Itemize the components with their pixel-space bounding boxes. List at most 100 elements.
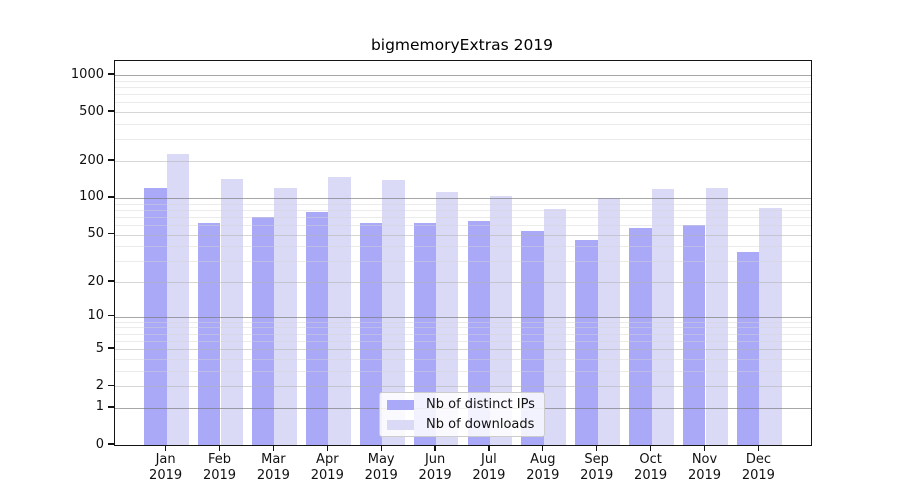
- gridline: [115, 327, 811, 329]
- x-tick-mark: [326, 445, 328, 451]
- gridline: [115, 333, 811, 335]
- bar-nov-distinct-ips: [683, 224, 706, 445]
- y-tick-mark: [108, 314, 114, 317]
- x-tick-mark: [649, 445, 652, 451]
- x-axis-label-apr: Apr 2019: [310, 452, 344, 483]
- bar-may-distinct-ips: [359, 223, 383, 445]
- bar-sep-distinct-ips: [575, 240, 598, 445]
- legend-label-downloads: Nb of downloads: [426, 417, 535, 432]
- bar-feb-downloads: [220, 178, 243, 445]
- y-axis-label-2: 2: [95, 377, 104, 393]
- y-tick-mark: [108, 406, 114, 408]
- y-axis-label-1: 1: [95, 399, 104, 415]
- x-tick-mark: [757, 445, 760, 451]
- x-tick-mark: [164, 445, 167, 451]
- gridline: [115, 124, 811, 125]
- y-tick-mark: [108, 159, 114, 161]
- x-tick-mark: [703, 445, 706, 451]
- bar-jul-distinct-ips: [467, 220, 490, 445]
- gridline: [115, 102, 811, 104]
- bar-oct-distinct-ips: [629, 227, 652, 445]
- bar-may-downloads: [382, 179, 405, 445]
- bar-dec-downloads: [759, 208, 782, 445]
- x-axis-label-jan: Jan 2019: [149, 452, 183, 483]
- bar-jan-downloads: [166, 153, 189, 445]
- gridline: [115, 216, 811, 218]
- y-tick-mark: [108, 196, 114, 198]
- y-tick-mark: [108, 73, 114, 75]
- gridline: [115, 139, 811, 141]
- gridline: [115, 209, 811, 211]
- bar-jun-downloads: [436, 191, 459, 445]
- y-axis-label-500: 500: [79, 103, 104, 119]
- gridline: [115, 161, 811, 162]
- x-tick-mark: [488, 445, 490, 451]
- y-axis-label-20: 20: [87, 273, 104, 289]
- y-axis-label-100: 100: [79, 189, 104, 205]
- gridline: [115, 80, 811, 82]
- y-axis-label-1000: 1000: [70, 66, 104, 82]
- y-tick-mark: [108, 347, 114, 349]
- bar-nov-downloads: [705, 187, 728, 445]
- x-axis-label-oct: Oct 2019: [634, 452, 668, 483]
- x-axis-label-aug: Aug 2019: [526, 452, 560, 483]
- x-tick-mark: [218, 445, 221, 451]
- bar-aug-downloads: [543, 209, 567, 445]
- gridline: [115, 203, 811, 205]
- gridline: [115, 282, 811, 283]
- gridline: [115, 112, 811, 114]
- x-axis-label-jun: Jun 2019: [418, 452, 452, 483]
- gridline: [115, 197, 811, 199]
- chart-title: bigmemoryExtras 2019: [370, 36, 554, 54]
- x-axis-label-mar: Mar 2019: [256, 452, 290, 483]
- y-tick-mark: [108, 110, 114, 112]
- x-axis-label-jul: Jul 2019: [472, 452, 506, 483]
- gridline: [115, 94, 811, 96]
- bar-apr-downloads: [328, 177, 351, 445]
- gridline: [115, 246, 811, 248]
- bar-mar-distinct-ips: [252, 216, 275, 445]
- gridline: [115, 316, 811, 318]
- x-axis-label-nov: Nov 2019: [687, 452, 722, 483]
- gridline: [115, 234, 811, 236]
- gridline: [115, 224, 811, 226]
- y-axis-label-200: 200: [79, 152, 104, 168]
- legend-label-distinct-ips: Nb of distinct IPs: [426, 397, 535, 412]
- y-tick-mark: [108, 232, 114, 235]
- gridline: [115, 358, 811, 360]
- plot-area: [114, 60, 812, 446]
- x-tick-mark: [272, 445, 275, 451]
- bar-sep-downloads: [597, 197, 621, 445]
- x-tick-mark: [380, 445, 382, 451]
- y-axis-label-10: 10: [87, 308, 104, 324]
- bar-jun-distinct-ips: [413, 223, 437, 445]
- gridline: [115, 87, 811, 88]
- gridline: [115, 321, 811, 323]
- x-axis-label-may: May 2019: [364, 452, 398, 483]
- x-axis-label-dec: Dec 2019: [741, 452, 775, 483]
- legend-row-downloads: Nb of downloads: [380, 417, 544, 433]
- y-tick-mark: [108, 280, 114, 282]
- legend: Nb of distinct IPs Nb of downloads: [379, 392, 545, 437]
- y-axis-label-50: 50: [87, 226, 104, 241]
- bar-aug-distinct-ips: [521, 231, 544, 445]
- legend-row-distinct-ips: Nb of distinct IPs: [380, 397, 544, 413]
- y-axis-label-5: 5: [95, 340, 104, 356]
- bar-feb-distinct-ips: [198, 223, 221, 445]
- gridline: [115, 340, 811, 342]
- bar-dec-distinct-ips: [737, 251, 760, 445]
- gridline: [115, 75, 811, 76]
- gridline: [115, 386, 811, 388]
- bar-jul-downloads: [489, 196, 513, 445]
- x-tick-mark: [542, 445, 544, 451]
- y-tick-mark: [108, 384, 114, 386]
- gridline: [115, 349, 811, 351]
- y-axis-label-0: 0: [95, 436, 104, 452]
- gridline: [115, 370, 811, 372]
- x-tick-mark: [434, 445, 436, 451]
- x-axis-label-feb: Feb 2019: [202, 452, 237, 483]
- legend-swatch-distinct-ips: [387, 399, 414, 410]
- legend-swatch-downloads: [387, 419, 414, 430]
- x-axis-label-sep: Sep 2019: [580, 452, 614, 483]
